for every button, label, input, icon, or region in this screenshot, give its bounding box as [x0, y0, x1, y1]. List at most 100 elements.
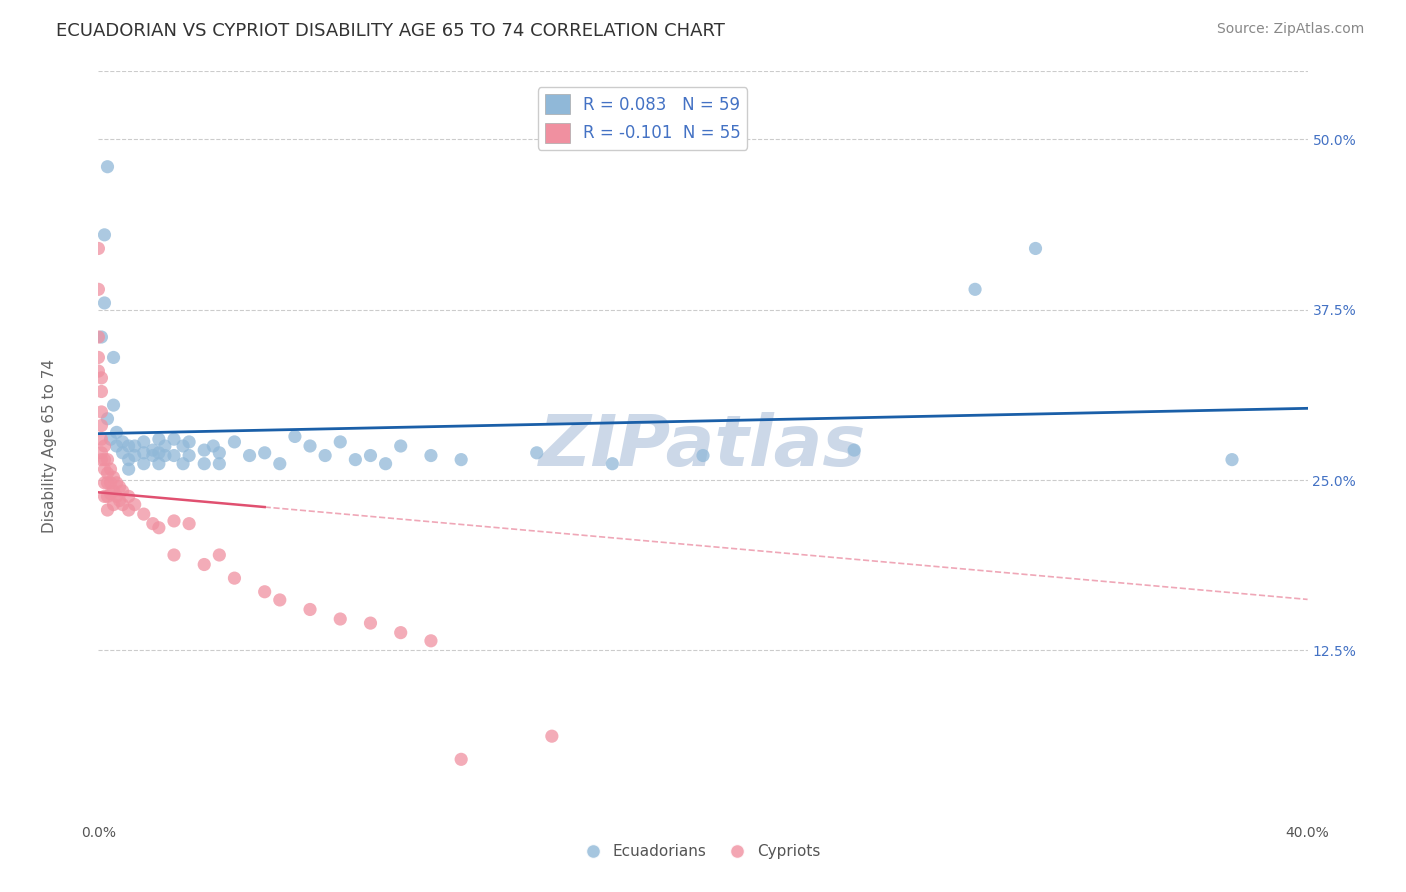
Point [389, 439, 412, 453]
Point [103, 483, 125, 498]
Point [87, 364, 110, 378]
Point [374, 457, 396, 471]
Point [193, 558, 215, 572]
Point [103, 470, 125, 484]
Point [111, 498, 134, 512]
Point [224, 571, 246, 585]
Point [253, 584, 276, 599]
Point [87, 282, 110, 296]
Point [100, 486, 122, 500]
Point [90, 330, 112, 344]
Point [96, 411, 118, 425]
Point [111, 483, 134, 498]
Point [193, 443, 215, 458]
Point [965, 282, 987, 296]
Point [90, 452, 112, 467]
Point [450, 452, 472, 467]
Point [118, 462, 141, 476]
Point [389, 625, 412, 640]
Point [118, 503, 141, 517]
Point [105, 425, 128, 440]
Point [314, 449, 336, 463]
Point [148, 432, 170, 446]
Point [96, 467, 118, 481]
Point [90, 371, 112, 385]
Point [132, 507, 155, 521]
Point [202, 439, 225, 453]
Point [179, 434, 201, 449]
Point [142, 516, 165, 531]
Point [93, 475, 115, 490]
Point [118, 490, 141, 504]
Point [269, 593, 291, 607]
Point [153, 449, 176, 463]
Point [93, 490, 115, 504]
Text: ECUADORIAN VS CYPRIOT DISABILITY AGE 65 TO 74 CORRELATION CHART: ECUADORIAN VS CYPRIOT DISABILITY AGE 65 … [56, 22, 725, 40]
Point [96, 475, 118, 490]
Point [93, 439, 115, 453]
Point [93, 227, 115, 242]
Point [124, 498, 146, 512]
Point [132, 446, 155, 460]
Point [163, 514, 186, 528]
Point [153, 439, 176, 453]
Point [284, 429, 307, 443]
Point [208, 446, 231, 460]
Point [526, 446, 548, 460]
Point [105, 439, 128, 453]
Point [329, 612, 352, 626]
Point [103, 398, 125, 412]
Point [108, 493, 131, 508]
Point [1024, 242, 1046, 256]
Point [420, 633, 443, 648]
Point [100, 462, 122, 476]
Point [87, 330, 110, 344]
Point [111, 434, 134, 449]
Point [142, 443, 165, 458]
Point [96, 452, 118, 467]
Point [124, 439, 146, 453]
Point [208, 548, 231, 562]
Point [163, 432, 186, 446]
Point [90, 446, 112, 460]
Point [602, 457, 624, 471]
Point [844, 443, 866, 458]
Point [93, 452, 115, 467]
Point [172, 439, 194, 453]
Point [124, 449, 146, 463]
Point [692, 449, 714, 463]
Point [100, 475, 122, 490]
Point [103, 351, 125, 365]
Point [93, 462, 115, 476]
Point [90, 432, 112, 446]
Text: Disability Age 65 to 74: Disability Age 65 to 74 [42, 359, 56, 533]
Point [142, 449, 165, 463]
Point [208, 457, 231, 471]
Point [87, 351, 110, 365]
Point [299, 439, 322, 453]
Point [179, 516, 201, 531]
Point [179, 449, 201, 463]
Point [132, 434, 155, 449]
Point [269, 457, 291, 471]
Point [100, 432, 122, 446]
Point [96, 490, 118, 504]
Point [540, 729, 562, 743]
Point [193, 457, 215, 471]
Point [96, 160, 118, 174]
Point [329, 434, 352, 449]
Point [132, 457, 155, 471]
Point [172, 457, 194, 471]
Point [90, 384, 112, 399]
Point [111, 446, 134, 460]
Point [105, 475, 128, 490]
Point [105, 490, 128, 504]
Point [118, 439, 141, 453]
Point [118, 452, 141, 467]
Point [93, 296, 115, 310]
Point [224, 434, 246, 449]
Point [163, 548, 186, 562]
Point [420, 449, 443, 463]
Legend: Ecuadorians, Cypriots: Ecuadorians, Cypriots [579, 838, 827, 865]
Text: ZIPatlas: ZIPatlas [540, 411, 866, 481]
